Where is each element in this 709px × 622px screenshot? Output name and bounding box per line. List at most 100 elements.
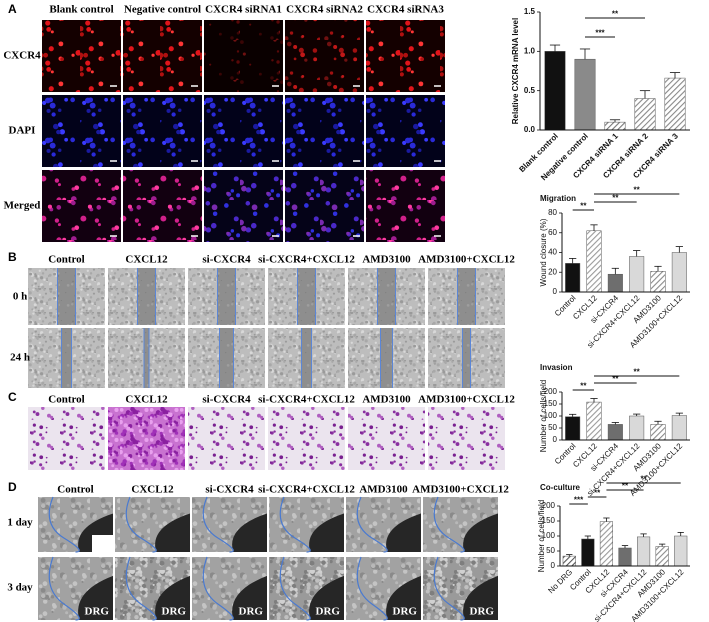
- column-label: si-CXCR4+CXCL12: [258, 484, 355, 496]
- bar: [629, 415, 645, 441]
- column-label: AMD3100: [359, 484, 408, 496]
- error-bar: [611, 267, 619, 275]
- chart-title: Co-culture: [540, 483, 581, 492]
- column-label: Blank control: [49, 4, 113, 16]
- y-tick-label: 50: [546, 546, 555, 555]
- fluorescence-image: [123, 95, 202, 167]
- wound-area: [457, 268, 476, 325]
- y-tick-label: 150: [542, 516, 556, 525]
- y-tick-label: 80: [548, 208, 557, 217]
- bar: [671, 415, 687, 441]
- significance-label: **: [622, 482, 629, 491]
- error-bar: [675, 412, 683, 416]
- outgrowth-line: [48, 556, 80, 621]
- y-tick-label: 1.0: [524, 46, 536, 55]
- wound-area: [462, 328, 471, 388]
- fluorescence-image: [285, 170, 364, 242]
- y-tick-label: 1.5: [524, 7, 536, 16]
- column-label: CXCR4 siRNA1: [205, 4, 282, 16]
- y-tick-label: 0: [551, 561, 556, 570]
- error-bar: [633, 250, 641, 257]
- y-tick-label: 0.0: [524, 125, 536, 134]
- outgrowth-line: [433, 496, 465, 553]
- row-label: DAPI: [9, 125, 36, 137]
- drg-body: [463, 513, 498, 552]
- wound-area: [137, 268, 156, 325]
- row-label: 0 h: [13, 291, 27, 303]
- drg-body: [155, 575, 190, 620]
- error-bar: [677, 532, 684, 536]
- column-label: Control: [48, 254, 84, 266]
- bar: [599, 521, 613, 567]
- bar: [562, 555, 576, 567]
- error-bar: [569, 413, 577, 417]
- bar: [650, 271, 666, 293]
- chart-title: Migration: [540, 194, 576, 203]
- error-bar: [584, 535, 592, 539]
- bar: [618, 547, 632, 567]
- error-bar: [611, 422, 619, 425]
- column-label: CXCL12: [125, 254, 168, 266]
- row-label: Merged: [4, 200, 41, 212]
- wound-area: [217, 268, 236, 325]
- fluorescence-image: [204, 95, 283, 167]
- significance-label: **: [580, 202, 587, 211]
- y-tick-label: 100: [544, 411, 558, 420]
- significance-label: **: [634, 368, 641, 377]
- outgrowth-line: [356, 496, 388, 553]
- transwell-image: [268, 407, 345, 470]
- column-label: AMD3100+CXCL12: [418, 394, 515, 406]
- error-bar: [669, 72, 681, 79]
- wound-area: [377, 268, 396, 325]
- wound-area: [61, 328, 72, 388]
- error-bar: [549, 44, 561, 52]
- fluorescence-image: [366, 95, 445, 167]
- significance-label: ***: [574, 496, 584, 505]
- bar: [586, 230, 602, 293]
- x-tick-label: No DRG: [546, 568, 574, 596]
- outgrowth-line: [279, 496, 311, 553]
- error-bar: [675, 246, 683, 253]
- bar: [664, 77, 686, 131]
- error-bar: [654, 420, 662, 425]
- drg-label: DRG: [162, 606, 187, 618]
- row-label: 24 h: [10, 352, 30, 364]
- column-label: si-CXCR4: [205, 484, 254, 496]
- panel-label: D: [8, 480, 17, 494]
- error-bar: [569, 258, 577, 264]
- bar: [671, 252, 687, 293]
- outgrowth-line: [433, 556, 465, 621]
- drg-label: DRG: [393, 606, 418, 618]
- drg-body: [463, 575, 498, 620]
- significance-label: **: [612, 375, 619, 384]
- outgrowth-line: [202, 556, 234, 621]
- significance-label: ***: [595, 29, 605, 38]
- bar: [655, 546, 669, 567]
- column-label: CXCL12: [131, 484, 174, 496]
- fluorescence-image: [42, 20, 121, 92]
- error-bar: [633, 413, 641, 416]
- y-tick-label: 0.5: [524, 86, 536, 95]
- error-bar: [609, 119, 621, 123]
- y-axis-label: Wound closure (%): [539, 218, 548, 286]
- bar: [581, 538, 595, 567]
- significance-label: **: [640, 475, 647, 484]
- drg-body: [386, 513, 421, 552]
- drg-body: [309, 513, 344, 552]
- drg-body: [155, 513, 190, 552]
- y-tick-label: 40: [548, 248, 557, 257]
- column-label: AMD3100: [362, 394, 411, 406]
- row-label: 1 day: [7, 517, 33, 529]
- y-tick-label: 100: [542, 531, 556, 540]
- error-bar: [654, 265, 662, 272]
- y-tick-label: 20: [548, 267, 557, 276]
- y-tick-label: 50: [548, 423, 557, 432]
- error-bar: [590, 224, 598, 231]
- significance-label: **: [594, 489, 601, 498]
- significance-label: **: [612, 194, 619, 203]
- bar: [604, 121, 626, 131]
- drg-label: DRG: [239, 606, 264, 618]
- y-tick-label: 200: [542, 501, 556, 510]
- bar: [574, 58, 596, 131]
